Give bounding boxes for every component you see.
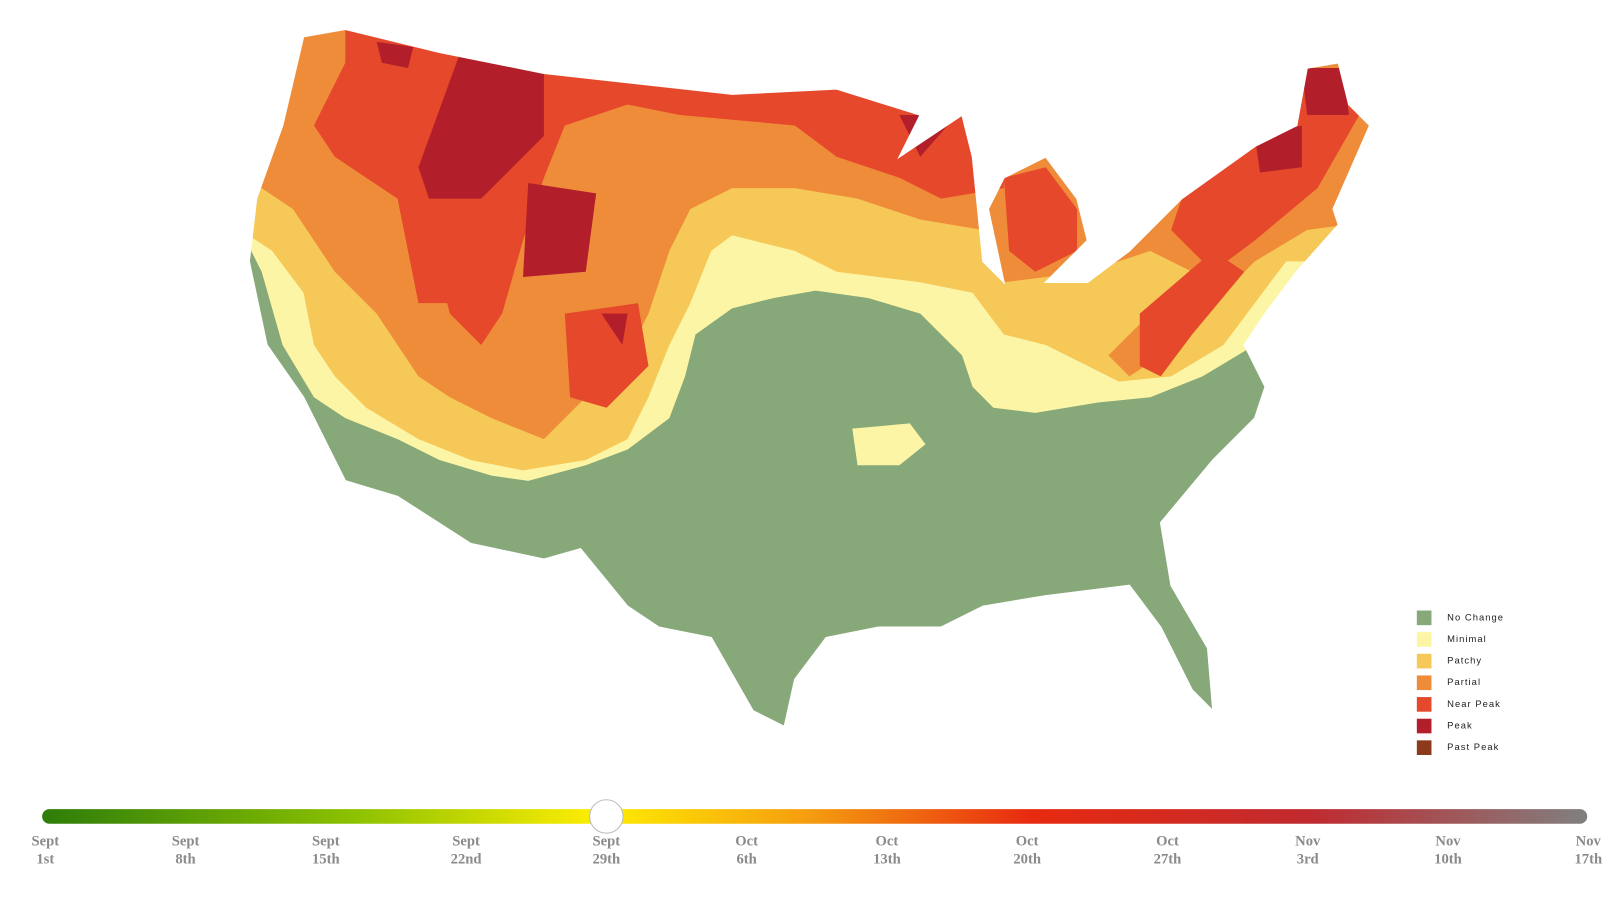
legend-swatch bbox=[1416, 632, 1432, 647]
timeline-handle[interactable] bbox=[589, 799, 624, 834]
legend-swatch bbox=[1416, 610, 1432, 626]
legend-swatch bbox=[1416, 718, 1432, 734]
legend-swatch bbox=[1416, 675, 1432, 691]
timeline-month: Sept bbox=[172, 834, 200, 850]
timeline-month: Sept bbox=[452, 834, 480, 850]
timeline-month: Oct bbox=[735, 834, 758, 850]
timeline-day: 13th bbox=[873, 852, 901, 868]
timeline-month: Sept bbox=[312, 834, 340, 850]
legend-swatch bbox=[1416, 697, 1432, 712]
timeline-month: Nov bbox=[1435, 834, 1461, 850]
timeline: Sept 1st Sept 8th Sept 15th Sept 22nd Sept 29th Oc… bbox=[31, 799, 1602, 868]
legend-swatch bbox=[1416, 653, 1432, 669]
legend-label: Peak bbox=[1447, 720, 1473, 731]
legend-label: Partial bbox=[1447, 676, 1481, 687]
timeline-month: Oct bbox=[1156, 834, 1179, 850]
timeline-day: 22nd bbox=[451, 852, 482, 868]
legend-label: Minimal bbox=[1447, 633, 1487, 644]
legend-label: Patchy bbox=[1447, 655, 1482, 666]
timeline-day: 15th bbox=[312, 852, 340, 868]
legend: No Change Minimal Patchy Partial Near Peak Pe… bbox=[1416, 610, 1504, 755]
timeline-day: 20th bbox=[1013, 852, 1041, 868]
timeline-day: 17th bbox=[1574, 852, 1602, 868]
timeline-month: Oct bbox=[876, 834, 899, 850]
timeline-day: 6th bbox=[736, 852, 756, 868]
timeline-track[interactable] bbox=[42, 809, 1588, 824]
timeline-day: 10th bbox=[1434, 852, 1462, 868]
legend-label: Past Peak bbox=[1447, 741, 1499, 752]
timeline-month: Sept bbox=[31, 834, 59, 850]
timeline-month: Oct bbox=[1016, 834, 1039, 850]
timeline-day: 27th bbox=[1154, 852, 1182, 868]
timeline-month: Nov bbox=[1295, 834, 1321, 850]
legend-swatch bbox=[1416, 740, 1432, 755]
us-map bbox=[249, 29, 1370, 727]
timeline-month: Nov bbox=[1576, 834, 1602, 850]
timeline-day: 1st bbox=[36, 852, 54, 868]
timeline-month: Sept bbox=[593, 834, 621, 850]
timeline-day: 3rd bbox=[1297, 852, 1319, 868]
legend-label: No Change bbox=[1447, 611, 1504, 622]
timeline-day: 29th bbox=[593, 852, 621, 868]
legend-label: Near Peak bbox=[1447, 698, 1501, 709]
region-minimal bbox=[852, 423, 926, 466]
timeline-day: 8th bbox=[175, 852, 195, 868]
